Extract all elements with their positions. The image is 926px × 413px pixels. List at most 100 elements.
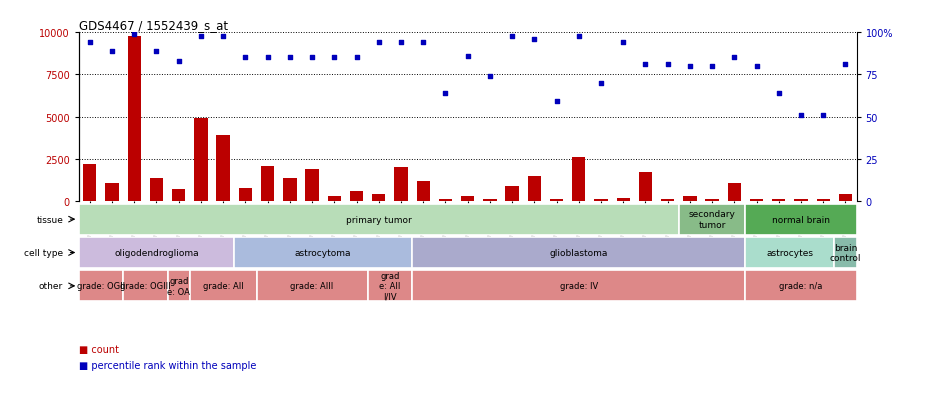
Point: [349, 55, 364, 62]
Point: [527, 36, 542, 43]
Text: astrocytes: astrocytes: [767, 248, 813, 257]
Bar: [550, 199, 563, 202]
Point: [394, 40, 408, 47]
Bar: [706, 200, 719, 202]
Text: ■ count: ■ count: [79, 344, 119, 354]
Bar: [728, 183, 741, 202]
Point: [460, 53, 475, 60]
Point: [749, 64, 764, 70]
Text: normal brain: normal brain: [772, 215, 830, 224]
Bar: [239, 188, 252, 202]
Bar: [190, 271, 257, 301]
Point: [594, 81, 608, 87]
Bar: [795, 200, 807, 202]
Point: [638, 62, 653, 69]
Point: [194, 33, 208, 40]
Point: [482, 74, 497, 80]
Bar: [461, 197, 474, 202]
Bar: [394, 168, 407, 202]
Bar: [483, 200, 496, 202]
Point: [616, 40, 631, 47]
Bar: [79, 237, 234, 268]
Bar: [572, 158, 585, 202]
Bar: [817, 200, 830, 202]
Point: [282, 55, 297, 62]
Bar: [128, 36, 141, 202]
Bar: [328, 197, 341, 202]
Text: grad
e: OA: grad e: OA: [168, 276, 190, 296]
Bar: [150, 178, 163, 202]
Bar: [683, 197, 696, 202]
Bar: [745, 237, 834, 268]
Bar: [772, 200, 785, 202]
Point: [327, 55, 342, 62]
Point: [660, 62, 675, 69]
Text: grade: OGIII: grade: OGIII: [120, 282, 170, 291]
Bar: [834, 237, 857, 268]
Bar: [372, 195, 385, 202]
Bar: [106, 183, 119, 202]
Bar: [234, 237, 412, 268]
Bar: [412, 237, 745, 268]
Text: secondary
tumor: secondary tumor: [689, 210, 735, 229]
Bar: [594, 200, 607, 202]
Bar: [172, 190, 185, 202]
Bar: [79, 271, 123, 301]
Bar: [639, 173, 652, 202]
Point: [549, 99, 564, 105]
Point: [238, 55, 253, 62]
Point: [260, 55, 275, 62]
Bar: [439, 199, 452, 202]
Bar: [528, 176, 541, 202]
Point: [371, 40, 386, 47]
Point: [127, 31, 142, 38]
Bar: [745, 271, 857, 301]
Point: [794, 112, 808, 119]
Text: GDS4467 / 1552439_s_at: GDS4467 / 1552439_s_at: [79, 19, 228, 32]
Bar: [168, 271, 190, 301]
Text: grade: n/a: grade: n/a: [780, 282, 822, 291]
Point: [305, 55, 319, 62]
Text: astrocytoma: astrocytoma: [294, 248, 352, 257]
Point: [571, 33, 586, 40]
Bar: [745, 204, 857, 235]
Point: [216, 33, 231, 40]
Bar: [839, 195, 852, 202]
Point: [505, 33, 519, 40]
Bar: [79, 204, 679, 235]
Bar: [83, 165, 96, 202]
Text: cell type: cell type: [24, 248, 63, 257]
Bar: [194, 119, 207, 202]
Bar: [617, 198, 630, 202]
Point: [816, 112, 831, 119]
Bar: [283, 178, 296, 202]
Point: [838, 62, 853, 69]
Point: [149, 48, 164, 55]
Bar: [261, 166, 274, 202]
Text: tissue: tissue: [36, 215, 63, 224]
Bar: [417, 181, 430, 202]
Text: primary tumor: primary tumor: [345, 215, 412, 224]
Point: [171, 58, 186, 65]
Text: oligodendroglioma: oligodendroglioma: [114, 248, 199, 257]
Text: grade: OGII: grade: OGII: [77, 282, 125, 291]
Point: [438, 90, 453, 97]
Point: [82, 40, 97, 47]
Bar: [679, 204, 745, 235]
Bar: [368, 271, 412, 301]
Point: [771, 90, 786, 97]
Text: grad
e: AII
I/IV: grad e: AII I/IV: [379, 271, 401, 301]
Bar: [661, 200, 674, 202]
Text: grade: IV: grade: IV: [559, 282, 598, 291]
Bar: [750, 200, 763, 202]
Bar: [123, 271, 168, 301]
Bar: [350, 192, 363, 202]
Text: other: other: [39, 282, 63, 291]
Bar: [306, 170, 319, 202]
Text: grade: AII: grade: AII: [203, 282, 244, 291]
Bar: [412, 271, 745, 301]
Text: brain
control: brain control: [830, 243, 861, 263]
Bar: [217, 136, 230, 202]
Point: [105, 48, 119, 55]
Text: glioblastoma: glioblastoma: [549, 248, 608, 257]
